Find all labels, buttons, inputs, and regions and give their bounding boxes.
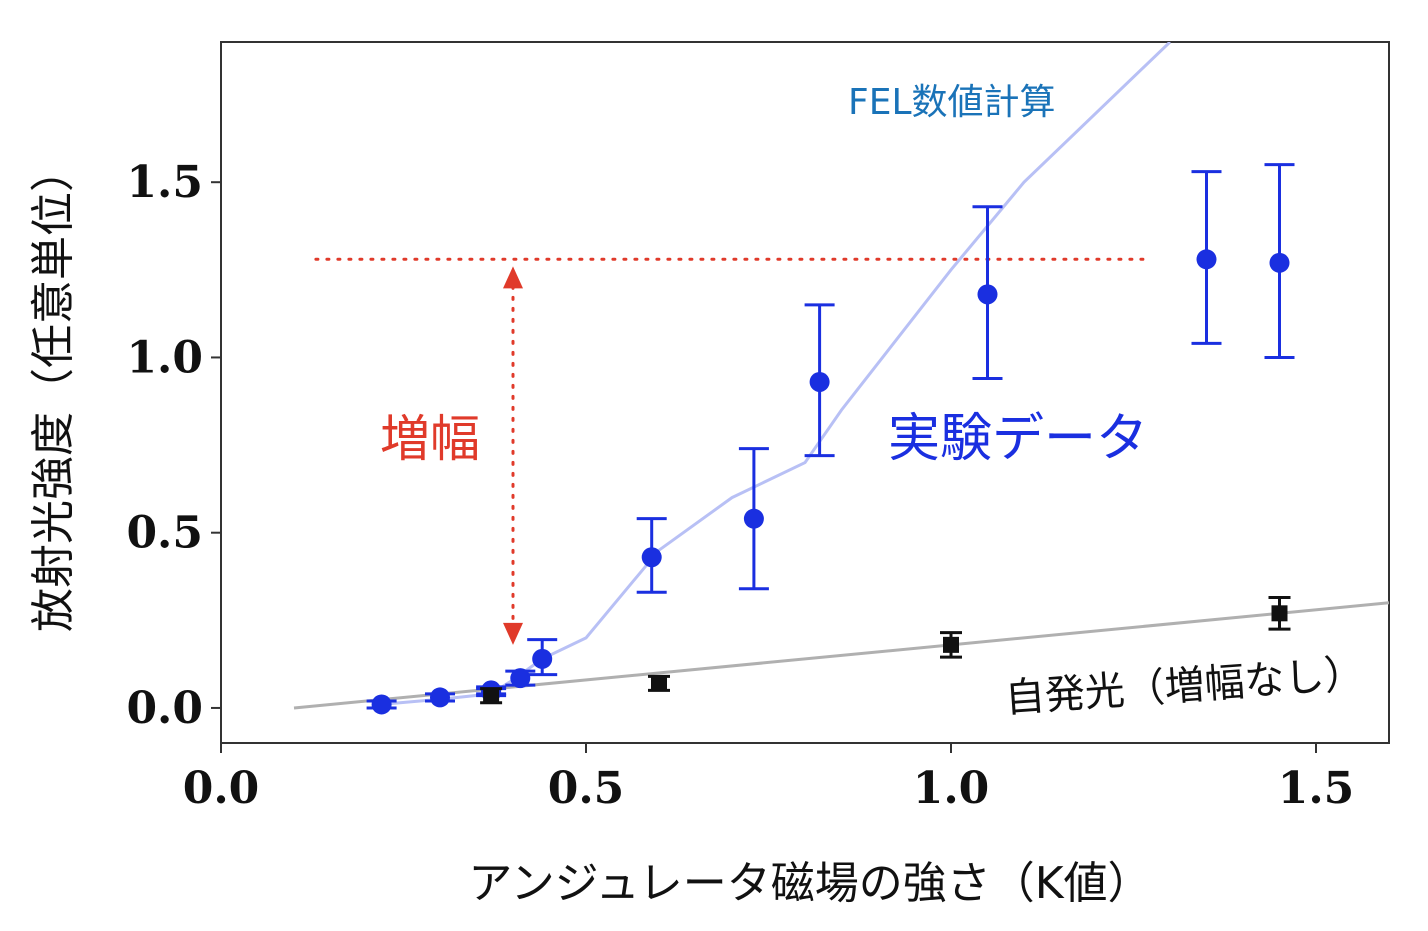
experiment-point [641, 547, 662, 568]
experiment-point [977, 284, 998, 305]
plot-frame [220, 41, 1390, 744]
gain-arrowhead-up [503, 266, 523, 289]
x-tick-label: 0.5 [548, 763, 625, 814]
y-tick-label: 0.5 [126, 508, 203, 559]
annotation-amp: 増幅 [380, 410, 480, 468]
spontaneous-point [651, 675, 667, 692]
experiment-point [1196, 249, 1217, 270]
data-points [366, 163, 1295, 715]
y-tick-label: 0.0 [126, 683, 203, 734]
spontaneous-point [483, 687, 500, 704]
experiment-point [743, 508, 764, 529]
experiment-point [1269, 252, 1290, 273]
gain-arrowhead-down [503, 622, 523, 645]
y-axis-title: 放射光強度（任意単位） [28, 148, 79, 632]
ticks: 0.0 0.5 1.0 1.5 0.0 0.5 1.0 1.5 [126, 157, 1354, 814]
spontaneous-point [943, 636, 959, 653]
y-tick-label: 1.5 [126, 157, 203, 208]
gain-indicator [314, 257, 1150, 645]
annotation-fel: FEL数値計算 [848, 82, 1056, 123]
annotation-exp: 実験データ [888, 409, 1148, 469]
experiment-point [532, 648, 553, 669]
experiment-point [371, 694, 392, 715]
experiment-point [510, 668, 531, 689]
line-spontaneous-emission [293, 601, 1389, 710]
x-tick-label: 1.5 [1278, 763, 1355, 814]
x-axis-title: アンジュレータ磁場の強さ（K値） [468, 858, 1151, 909]
x-tick-label: 1.0 [913, 763, 990, 814]
y-tick-label: 1.0 [126, 332, 203, 383]
experiment-point [809, 371, 830, 392]
experiment-point [430, 687, 450, 708]
spontaneous-point [1271, 605, 1288, 622]
x-tick-label: 0.0 [183, 763, 260, 814]
